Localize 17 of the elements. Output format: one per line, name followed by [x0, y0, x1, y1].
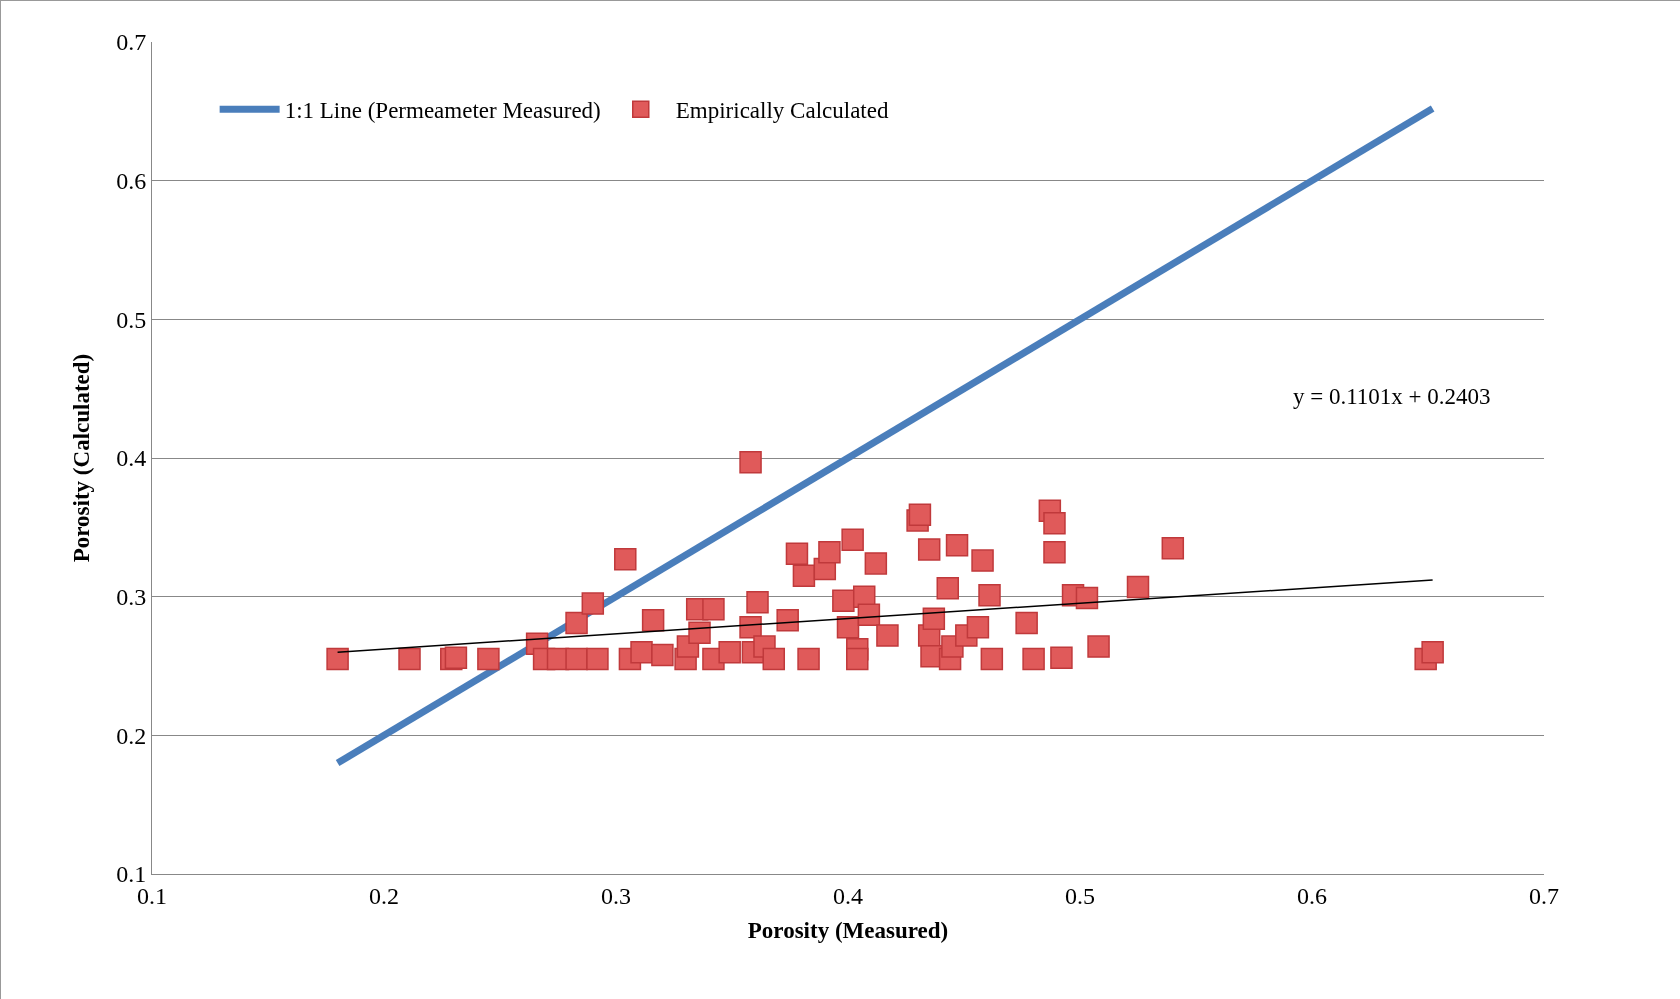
y-tick-label: 0.3: [116, 584, 147, 611]
x-tick-label: 0.2: [369, 882, 399, 909]
x-tick-label: 0.6: [1297, 882, 1327, 909]
y-tick-label: 0.2: [116, 722, 147, 749]
y-tick-label: 0.7: [116, 29, 147, 56]
x-tick-label: 0.3: [601, 882, 631, 909]
y-tick-label: 0.5: [116, 306, 147, 333]
y-axis-title: Porosity (Calculated): [68, 353, 94, 563]
y-tick-label: 0.4: [116, 445, 147, 472]
x-tick-label: 0.5: [1065, 882, 1095, 909]
legend-label: 1:1 Line (Permeameter Measured): [284, 98, 601, 124]
annotation: y = 0.1101x + 0.2403: [1293, 384, 1491, 409]
y-tick-label: 0.6: [116, 168, 147, 195]
legend-label: Empirically Calculated: [675, 98, 889, 124]
x-axis-title: Porosity (Measured): [747, 918, 949, 944]
x-tick-label: 0.4: [833, 882, 863, 909]
x-tick-label: 0.7: [1529, 882, 1559, 909]
